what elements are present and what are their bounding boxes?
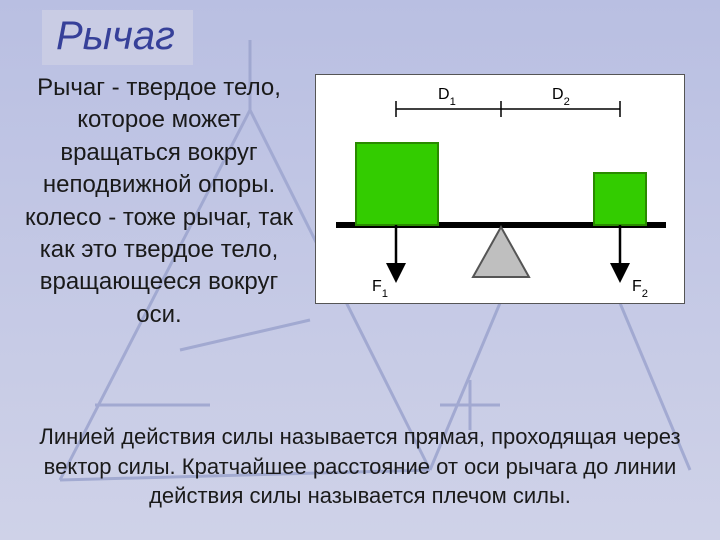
force-label-1: F1 — [372, 278, 388, 300]
fulcrum — [473, 227, 529, 277]
weight-block-1 — [356, 143, 438, 225]
lever-diagram: F1 F2 D1 D2 — [315, 74, 685, 304]
weight-block-2 — [594, 173, 646, 225]
slide: Рычаг Рычаг - твердое тело, которое може… — [0, 0, 720, 540]
distance-label-2: D2 — [552, 86, 570, 108]
title-box: Рычаг — [42, 10, 193, 65]
slide-title: Рычаг — [56, 14, 175, 58]
distance-label-1: D1 — [438, 86, 456, 108]
definition-text: Рычаг - твердое тело, которое может вращ… — [20, 72, 298, 331]
force-label-2: F2 — [632, 278, 648, 300]
footer-text: Линией действия силы называется прямая, … — [20, 422, 700, 511]
